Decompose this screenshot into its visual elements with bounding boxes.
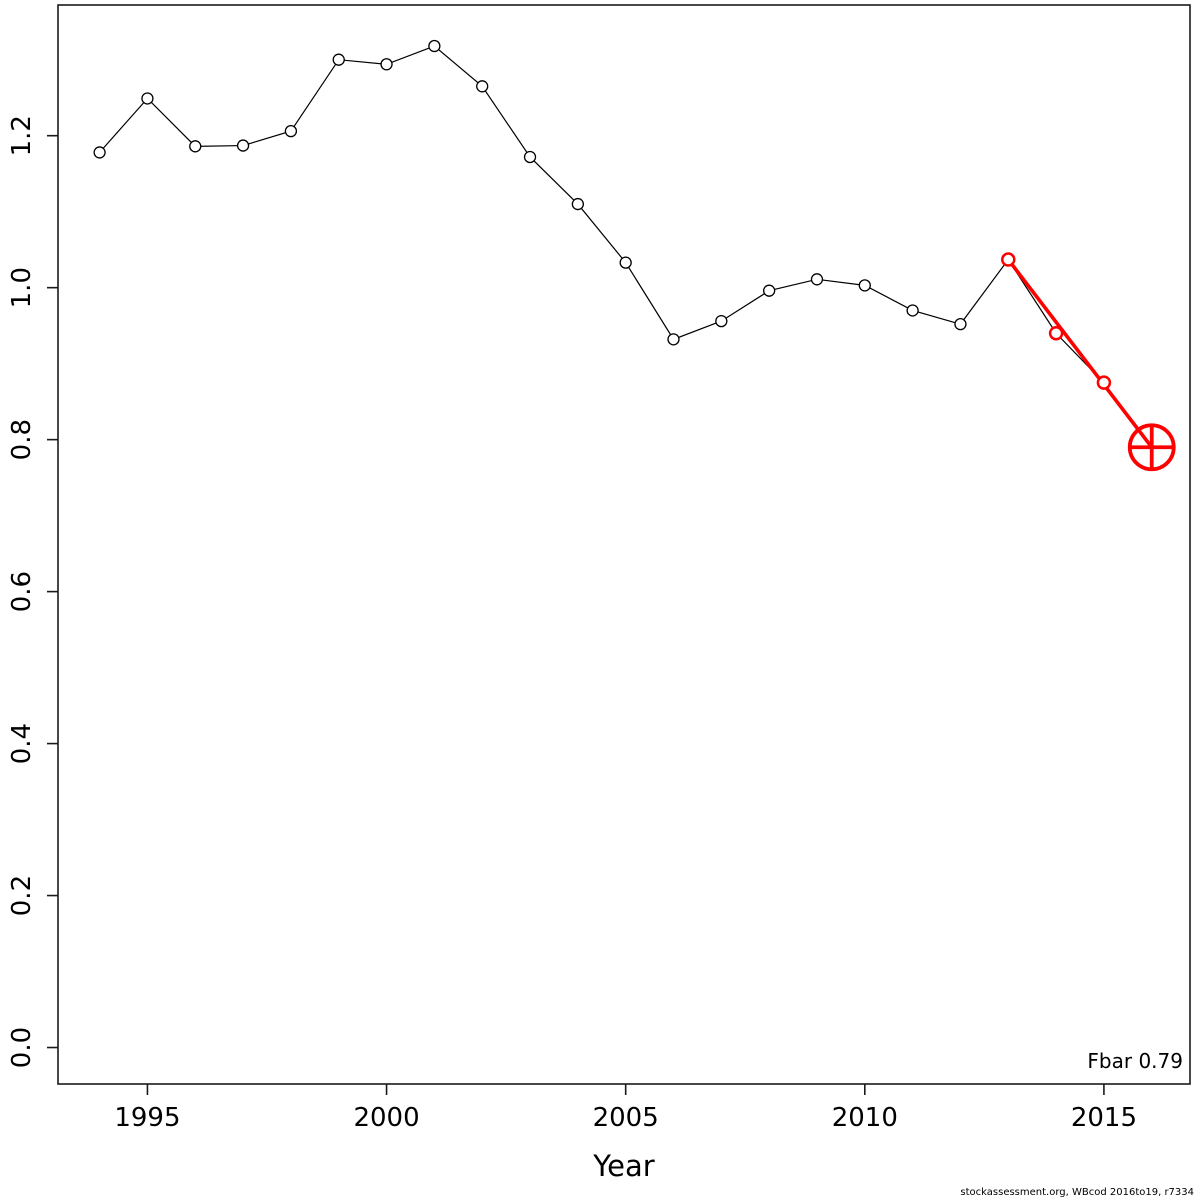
fbar-history-line	[99, 45, 1105, 384]
data-point-circle	[715, 314, 728, 328]
data-point-circle	[762, 284, 776, 297]
plot-border	[57, 4, 1191, 1085]
x-axis-tick-label: 2005	[593, 1103, 659, 1133]
data-point-circle	[954, 317, 967, 331]
red-data-point-circle	[1001, 252, 1016, 267]
data-point-circle	[428, 39, 441, 53]
data-point-circle	[906, 304, 919, 317]
data-point-circle	[189, 140, 202, 153]
y-axis-tick-label: 1.2	[7, 115, 37, 156]
data-point-circle	[93, 146, 106, 159]
x-axis-tick-label: 2015	[1071, 1103, 1137, 1133]
data-point-circle	[284, 124, 298, 138]
data-point-circle	[476, 80, 489, 93]
data-point-circle	[619, 256, 632, 269]
x-axis-tick-label: 2010	[832, 1103, 898, 1133]
y-axis-tick-label: 1.0	[7, 267, 37, 308]
fbar-annotation: Fbar 0.79	[1087, 1049, 1183, 1073]
data-point-circle	[332, 53, 345, 66]
forecast-line	[1006, 257, 1154, 450]
data-point-circle	[141, 92, 154, 105]
data-point-circle	[810, 273, 824, 286]
x-axis-tick-label: 2000	[353, 1103, 419, 1133]
y-axis-tick-label: 0.6	[7, 571, 37, 612]
y-axis-tick-label: 0.8	[7, 419, 37, 460]
data-point-circle	[236, 139, 250, 152]
y-axis-tick-label: 0.4	[7, 723, 37, 764]
data-point-circle	[523, 150, 537, 164]
red-data-point-circle	[1096, 375, 1112, 390]
red-data-point-circle	[1048, 326, 1064, 341]
data-point-circle	[571, 197, 584, 211]
data-point-circle	[380, 58, 393, 71]
x-axis-label: Year	[592, 1149, 654, 1183]
data-point-circle	[667, 333, 680, 346]
x-axis-tick-label: 1995	[114, 1103, 180, 1133]
y-axis-tick-label: 0.0	[7, 1027, 37, 1068]
y-axis-tick-label: 0.2	[7, 875, 37, 916]
footer-credit: stockassessment.org, WBcod 2016to19, r73…	[960, 1187, 1194, 1198]
data-point-circle	[858, 279, 871, 292]
